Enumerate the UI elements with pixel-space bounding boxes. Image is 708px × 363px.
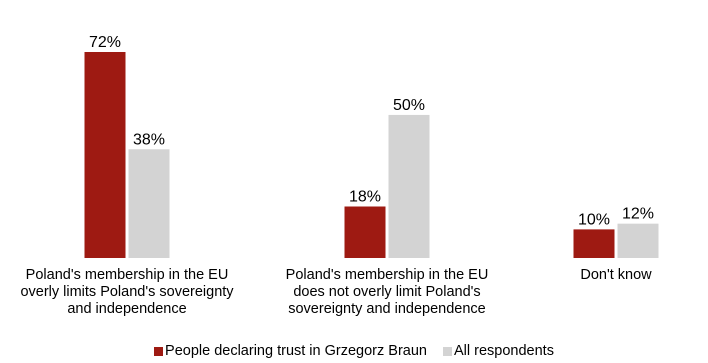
legend-label-series-1: All respondents bbox=[454, 343, 554, 359]
legend-swatch-series-1 bbox=[443, 346, 453, 356]
bar-series-1-cat-1 bbox=[388, 114, 430, 258]
bar-series-0-cat-2 bbox=[573, 229, 615, 258]
legend: People declaring trust in Grzegorz Braun… bbox=[0, 343, 708, 360]
data-label-series-0-cat-0: 72% bbox=[89, 34, 121, 51]
legend-label-series-0: People declaring trust in Grzegorz Braun bbox=[165, 343, 427, 359]
legend-item-series-0: People declaring trust in Grzegorz Braun bbox=[154, 343, 427, 359]
data-label-series-0-cat-2: 10% bbox=[578, 211, 610, 228]
legend-item-series-1: All respondents bbox=[443, 343, 554, 359]
legend-swatch-series-0 bbox=[154, 346, 164, 356]
data-label-series-1-cat-0: 38% bbox=[133, 131, 165, 148]
bar-series-0-cat-0 bbox=[84, 52, 126, 258]
data-label-series-1-cat-2: 12% bbox=[622, 206, 654, 223]
bar-series-0-cat-1 bbox=[344, 206, 386, 258]
category-label-1: Poland's membership in the EU does not ov… bbox=[285, 267, 489, 317]
category-label-2: Don't know bbox=[580, 267, 652, 283]
data-label-series-0-cat-1: 18% bbox=[349, 189, 381, 206]
bar-series-1-cat-0 bbox=[128, 149, 170, 258]
category-label-0: Poland's membership in the EU overly limi… bbox=[20, 267, 234, 317]
data-label-series-1-cat-1: 50% bbox=[393, 97, 425, 114]
bar-series-1-cat-2 bbox=[617, 223, 659, 258]
